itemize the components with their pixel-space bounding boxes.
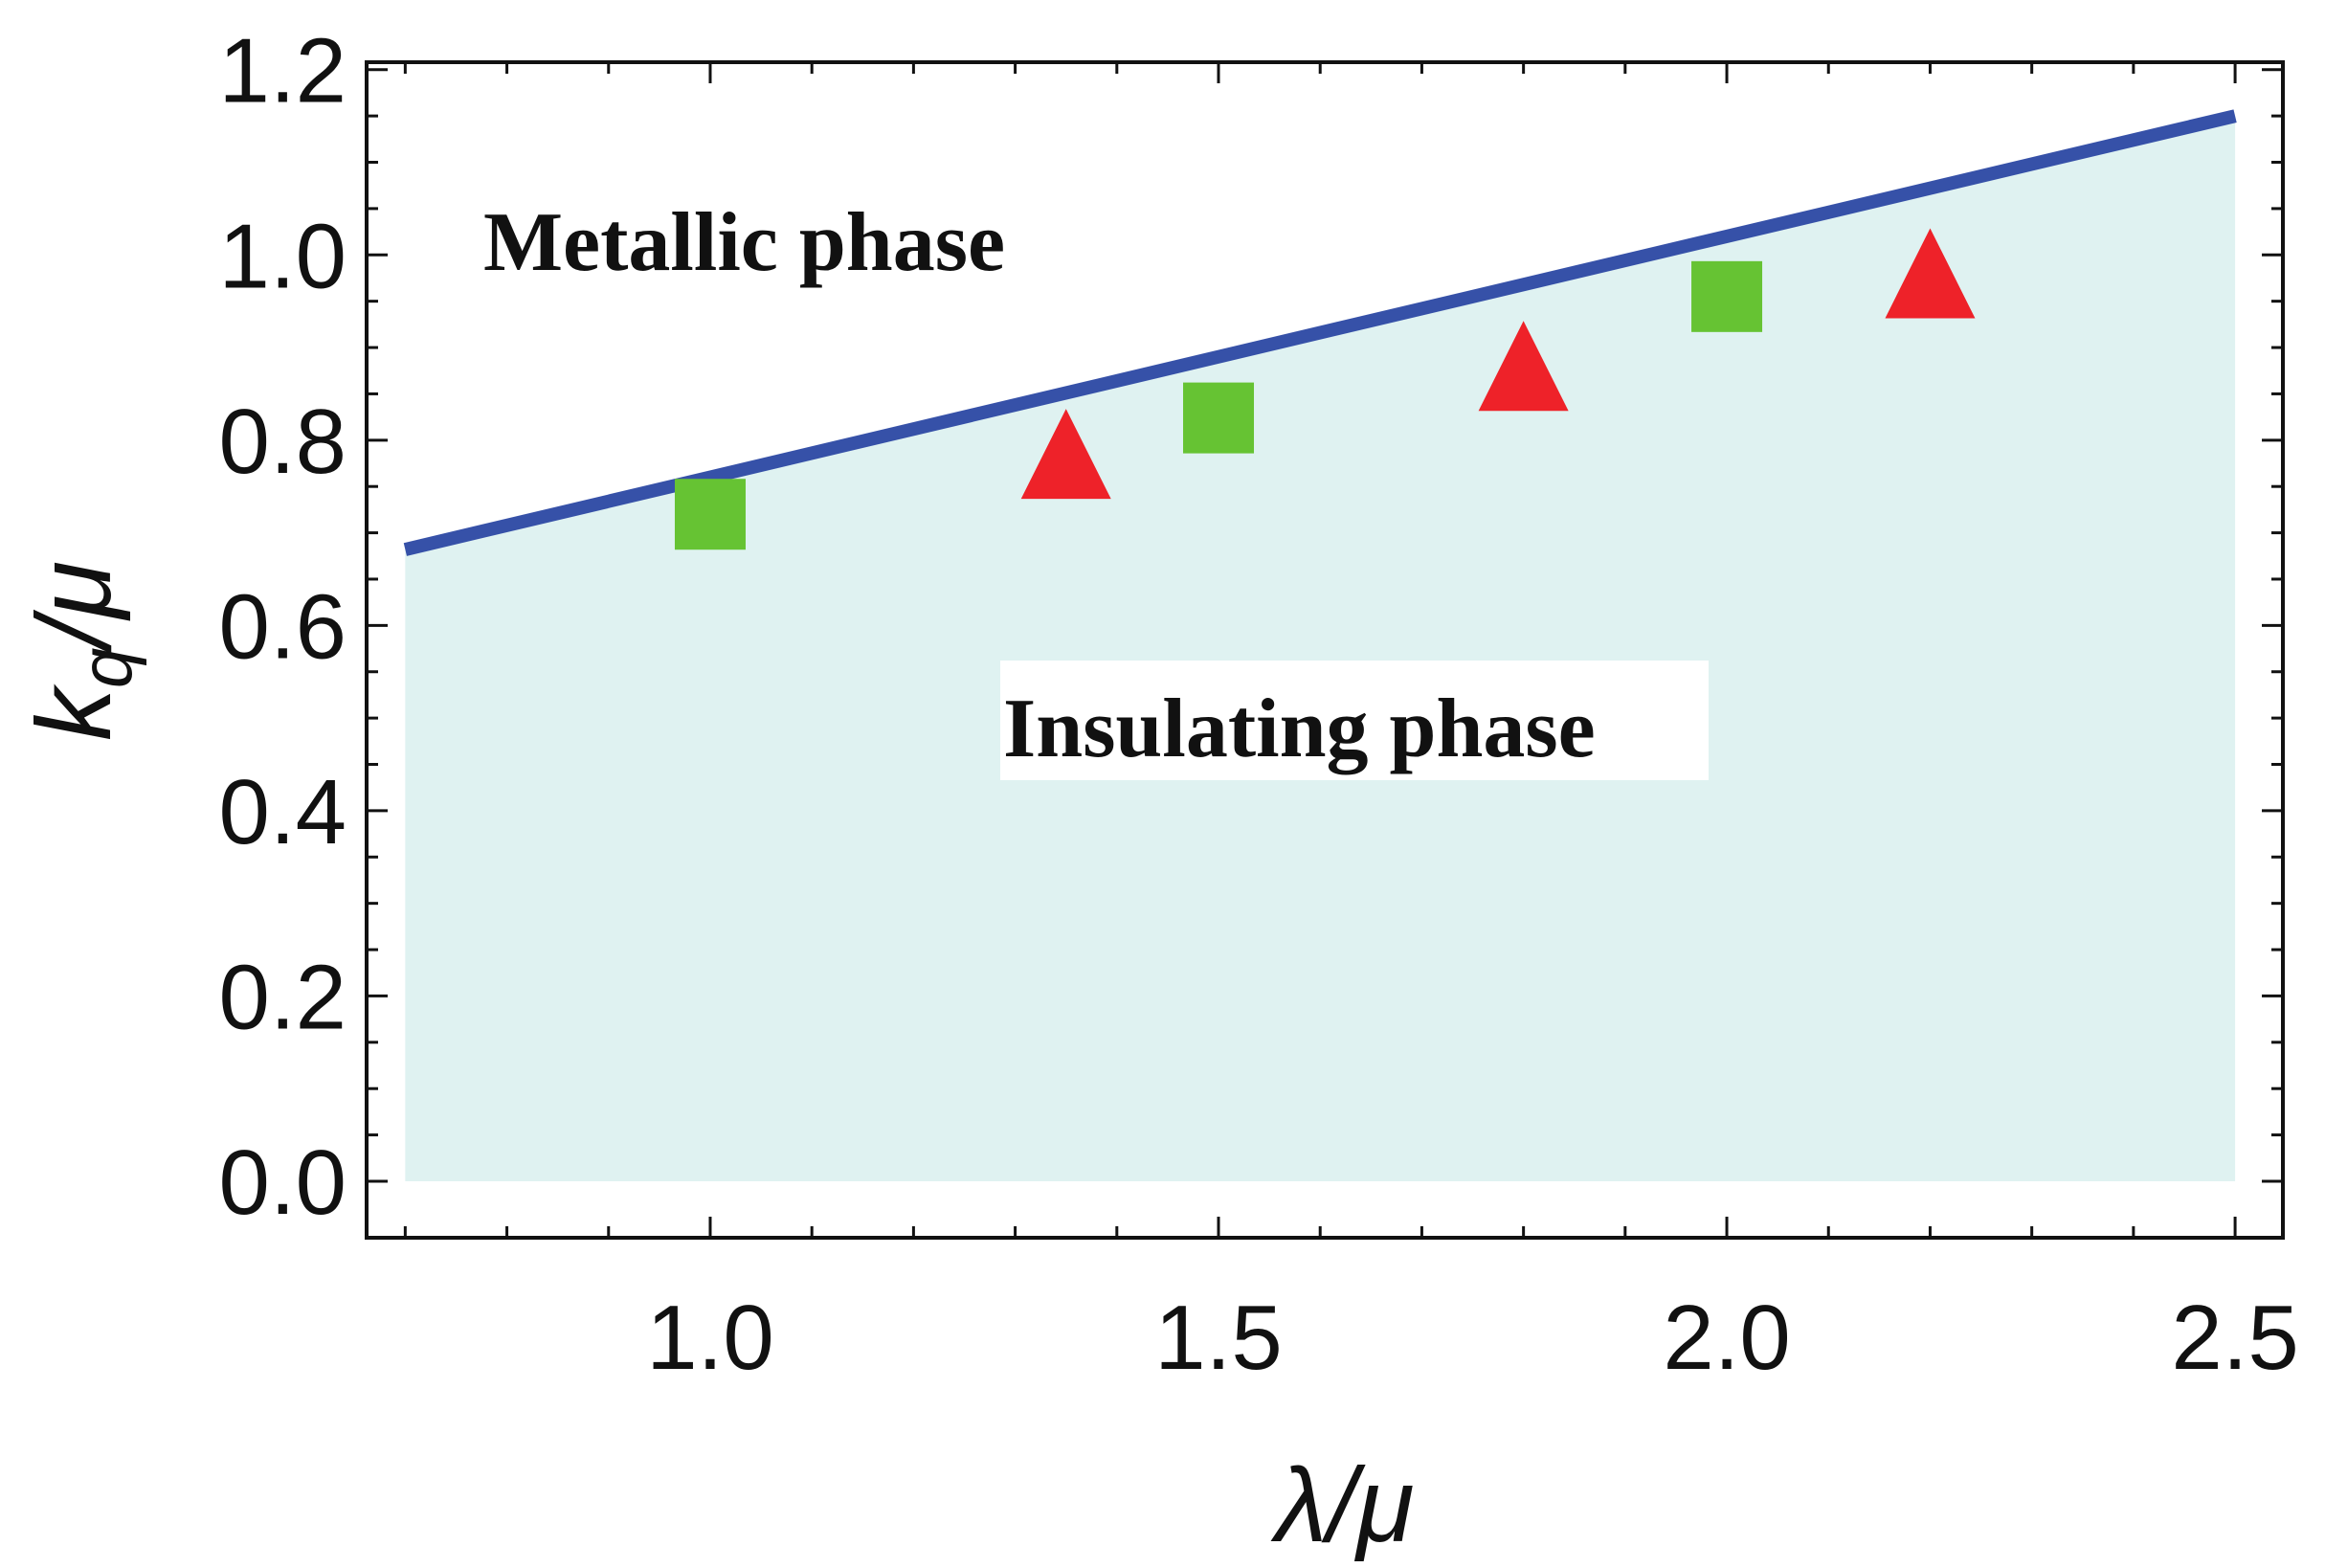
triangle-marker bbox=[1478, 321, 1569, 412]
y-tick-label: 0.4 bbox=[219, 761, 347, 863]
square-marker bbox=[674, 479, 746, 550]
data-markers bbox=[674, 228, 1976, 550]
y-tick-label: 0.0 bbox=[219, 1131, 347, 1234]
insulating-region bbox=[405, 116, 2236, 1181]
x-axis-label: λ/μ bbox=[1271, 1446, 1415, 1564]
square-marker bbox=[1183, 382, 1255, 454]
annotation-insulating-bg bbox=[1000, 661, 1709, 780]
y-tick-label: 1.2 bbox=[219, 20, 347, 123]
x-tick-label: 1.0 bbox=[646, 1287, 773, 1389]
x-tick-label: 2.5 bbox=[2171, 1287, 2298, 1389]
phase-boundary-line bbox=[403, 109, 2237, 556]
x-tick-label: 2.0 bbox=[1663, 1287, 1790, 1389]
y-axis-label: kq/μ bbox=[15, 561, 147, 741]
y-tick-label: 0.8 bbox=[219, 391, 347, 493]
y-tick-label: 0.6 bbox=[219, 575, 347, 678]
annotation-metallic: Metallic phase bbox=[483, 196, 1005, 289]
x-tick-label: 1.5 bbox=[1154, 1287, 1282, 1389]
y-tick-label: 1.0 bbox=[219, 205, 347, 307]
triangle-marker bbox=[1020, 409, 1111, 500]
y-tick-label: 0.2 bbox=[219, 946, 347, 1048]
annotation-insulating: Insulating phase bbox=[1003, 683, 1596, 775]
axes-frame bbox=[365, 60, 2285, 1240]
square-marker bbox=[1691, 260, 1763, 332]
triangle-marker bbox=[1885, 228, 1976, 319]
